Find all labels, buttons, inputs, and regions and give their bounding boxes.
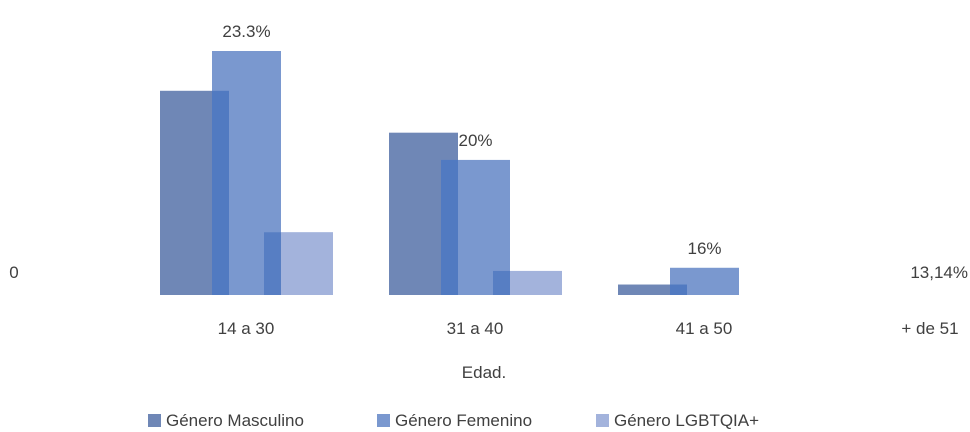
legend-label-3: Género LGBTQIA+: [614, 411, 759, 430]
bar-overlap-2-1: [441, 159, 458, 295]
right-side-label: 13,14%: [910, 263, 968, 282]
data-label-2: 20%: [458, 131, 492, 150]
bar-overlap-1-2: [264, 232, 281, 295]
x-tick-label-3: 41 a 50: [676, 319, 733, 338]
bar-overlap-3-1: [670, 284, 687, 295]
legend-swatch-2: [377, 414, 390, 427]
bar-overlap-2-2: [493, 270, 510, 295]
x-tick-labels-group: 14 a 30 31 a 40 41 a 50 + de 51: [218, 319, 959, 338]
legend-swatch-1: [148, 414, 161, 427]
bar-1-3: [618, 284, 687, 295]
legend-swatch-3: [596, 414, 609, 427]
overlap-group: [212, 90, 687, 295]
x-axis-title: Edad.: [462, 363, 506, 382]
legend-item-1: Género Masculino: [148, 411, 304, 430]
x-tick-label-1: 14 a 30: [218, 319, 275, 338]
x-tick-label-2: 31 a 40: [447, 319, 504, 338]
left-side-label: 0: [9, 263, 18, 282]
x-tick-label-4: + de 51: [901, 319, 958, 338]
legend-label-2: Género Femenino: [395, 411, 532, 430]
bar-overlap-1-1: [212, 90, 229, 295]
legend-item-2: Género Femenino: [377, 411, 532, 430]
data-labels-group: 23.3% 20% 16%: [222, 22, 721, 258]
legend-label-1: Género Masculino: [166, 411, 304, 430]
data-label-1: 23.3%: [222, 22, 270, 41]
legend-item-3: Género LGBTQIA+: [596, 411, 759, 430]
data-label-3: 16%: [687, 239, 721, 258]
legend: Género Masculino Género Femenino Género LG…: [148, 411, 759, 430]
